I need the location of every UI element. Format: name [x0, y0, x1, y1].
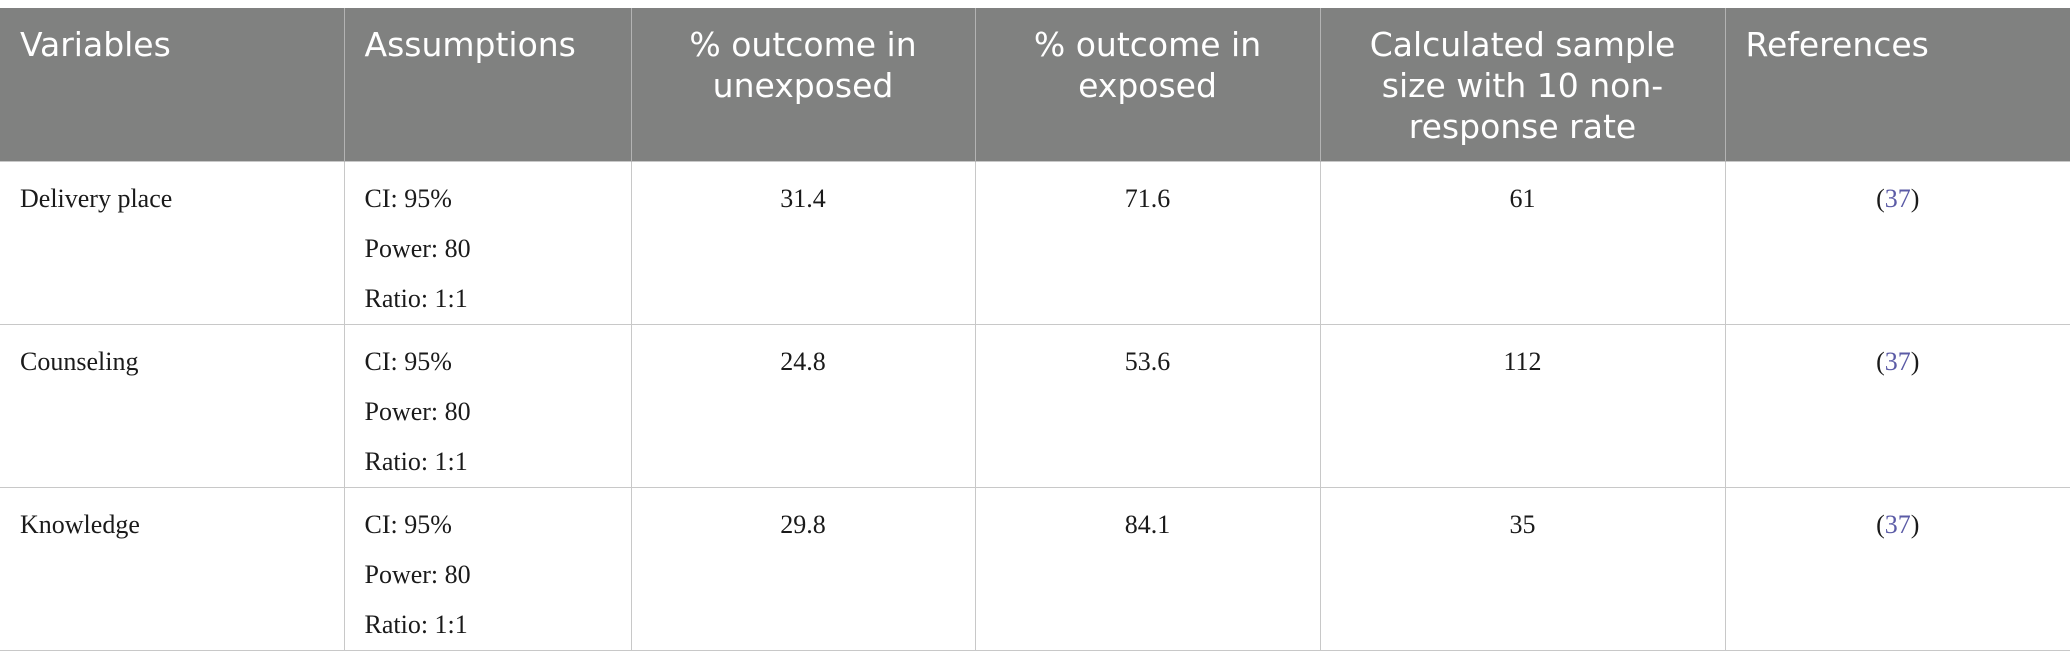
header-outcome-exposed: % outcome in exposed: [974, 8, 1321, 161]
cell-unexposed: 29.8: [630, 486, 976, 651]
cell-assumptions: CI: 95% Power: 80 Ratio: 1:1: [343, 323, 632, 488]
cell-reference: (37): [1724, 160, 2070, 325]
cell-unexposed: 24.8: [630, 323, 976, 488]
header-sample-size: Calculated sample size with 10 non-respo…: [1319, 8, 1726, 161]
cell-sample-size: 61: [1319, 160, 1726, 325]
assumption-ci: CI: 95%: [364, 346, 452, 376]
assumption-ratio: Ratio: 1:1: [364, 283, 468, 313]
cell-variable: Delivery place: [0, 160, 345, 325]
header-variables: Variables: [0, 8, 345, 161]
table-row: Counseling CI: 95% Power: 80 Ratio: 1:1 …: [0, 323, 2070, 488]
reference-link[interactable]: 37: [1884, 346, 1911, 376]
cell-assumptions: CI: 95% Power: 80 Ratio: 1:1: [343, 160, 632, 325]
header-assumptions: Assumptions: [343, 8, 632, 161]
cell-variable: Knowledge: [0, 486, 345, 651]
ref-open-paren: (: [1876, 509, 1885, 539]
cell-exposed: 71.6: [974, 160, 1321, 325]
ref-open-paren: (: [1876, 183, 1885, 213]
assumption-power: Power: 80: [364, 559, 471, 589]
ref-close-paren: ): [1910, 346, 1920, 376]
table-body: Delivery place CI: 95% Power: 80 Ratio: …: [0, 160, 2070, 651]
cell-unexposed: 31.4: [630, 160, 976, 325]
ref-close-paren: ): [1910, 509, 1920, 539]
assumption-power: Power: 80: [364, 233, 471, 263]
assumption-power: Power: 80: [364, 396, 471, 426]
header-outcome-unexposed: % outcome in unexposed: [630, 8, 976, 161]
assumption-ratio: Ratio: 1:1: [364, 446, 468, 476]
cell-exposed: 53.6: [974, 323, 1321, 488]
table-row: Knowledge CI: 95% Power: 80 Ratio: 1:1 2…: [0, 486, 2070, 651]
ref-close-paren: ): [1910, 183, 1920, 213]
cell-reference: (37): [1724, 323, 2070, 488]
cell-exposed: 84.1: [974, 486, 1321, 651]
table-row: Delivery place CI: 95% Power: 80 Ratio: …: [0, 160, 2070, 325]
cell-variable: Counseling: [0, 323, 345, 488]
header-references: References: [1724, 8, 2070, 161]
reference-link[interactable]: 37: [1884, 183, 1911, 213]
cell-assumptions: CI: 95% Power: 80 Ratio: 1:1: [343, 486, 632, 651]
cell-sample-size: 112: [1319, 323, 1726, 488]
cell-sample-size: 35: [1319, 486, 1726, 651]
assumption-ratio: Ratio: 1:1: [364, 609, 468, 639]
cell-reference: (37): [1724, 486, 2070, 651]
table-header: Variables Assumptions % outcome in unexp…: [0, 8, 2070, 161]
assumption-ci: CI: 95%: [364, 183, 452, 213]
ref-open-paren: (: [1876, 346, 1885, 376]
sample-size-table: Variables Assumptions % outcome in unexp…: [0, 8, 2070, 651]
reference-link[interactable]: 37: [1884, 509, 1911, 539]
header-row: Variables Assumptions % outcome in unexp…: [0, 8, 2070, 161]
assumption-ci: CI: 95%: [364, 509, 452, 539]
